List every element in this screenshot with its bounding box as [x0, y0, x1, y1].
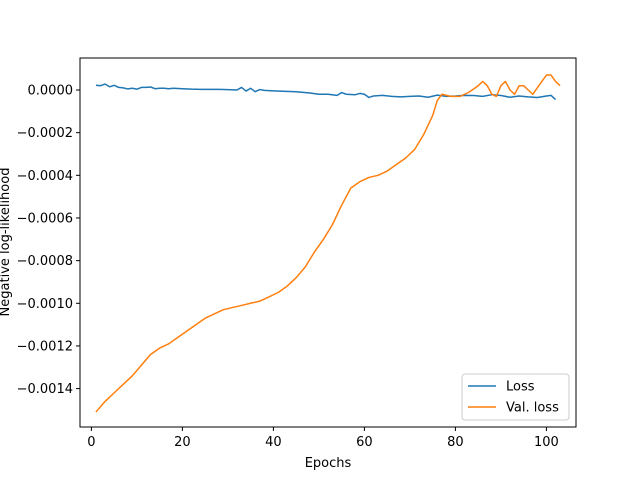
legend-label-2: Val. loss [506, 401, 559, 416]
legend: Loss Val. loss [461, 373, 570, 421]
x-axis-label: Epochs [305, 456, 352, 471]
x-axis: 0 20 40 60 80 100 [87, 427, 559, 450]
y-tick-label: −0.0004 [17, 169, 73, 184]
x-tick-label: 60 [356, 435, 373, 450]
x-tick-label: 0 [87, 435, 95, 450]
y-tick-label: 0.0000 [28, 83, 74, 98]
y-axis: 0.0000 −0.0002 −0.0004 −0.0006 −0.0008 −0.001… [17, 83, 80, 397]
y-tick-label: −0.0014 [17, 382, 73, 397]
series-line-2 [95, 74, 561, 413]
y-tick-label: −0.0006 [17, 211, 73, 226]
legend-label-1: Loss [506, 380, 535, 395]
y-tick-label: −0.0008 [17, 254, 73, 269]
y-tick-label: −0.0002 [17, 126, 73, 141]
series-line-1 [95, 83, 557, 101]
y-tick-label: −0.0012 [17, 339, 73, 354]
y-axis-label: Negative log-likelihood [0, 168, 13, 317]
plot-lines [95, 74, 561, 413]
x-tick-label: 20 [174, 435, 191, 450]
axes-frame [79, 57, 577, 428]
x-tick-label: 100 [534, 435, 559, 450]
y-tick-label: −0.0010 [17, 297, 73, 312]
x-tick-label: 40 [265, 435, 282, 450]
x-tick-label: 80 [447, 435, 464, 450]
